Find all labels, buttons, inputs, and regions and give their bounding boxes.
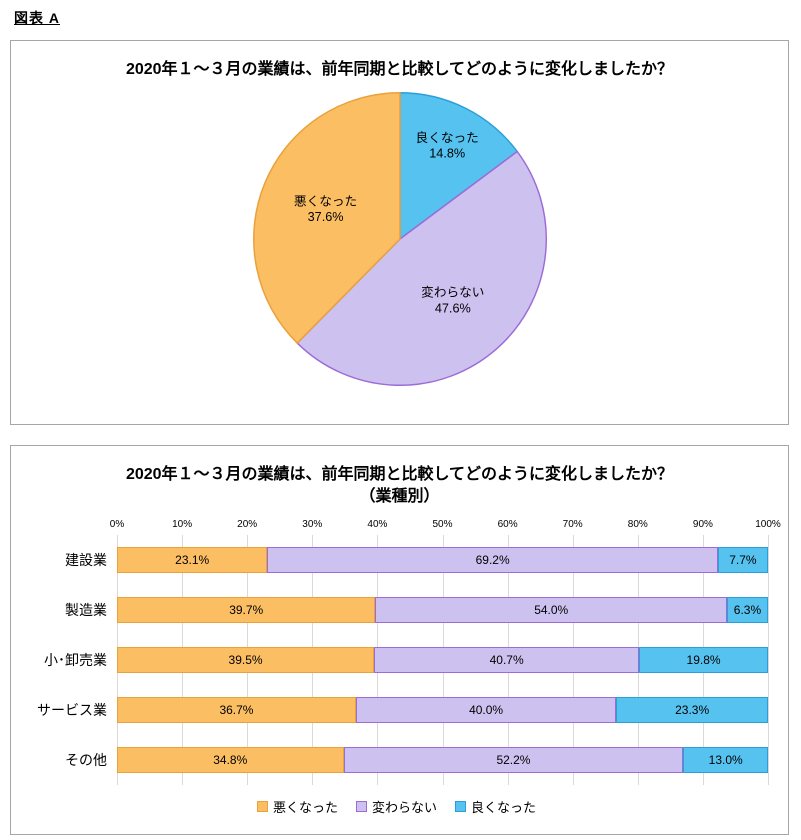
pie-slice-0 (398, 92, 518, 241)
bar-segment: 34.8% (117, 746, 344, 773)
axis-tick-label: 100% (755, 518, 781, 530)
bar-chart-body: 建設業 製造業 小･卸売業 サービス業 その他 23.1% 69.2% 7.7% 39.7% 5… (25, 534, 769, 785)
bar-row: 36.7% 40.0% 23.3% (117, 685, 768, 735)
pie-chart-svg: 良くなった 14.8% 変わらない 47.6% 悪くなった 37.6% (252, 92, 547, 387)
axis-tick-label: 0% (109, 518, 125, 530)
bar-category-label: 建設業 (65, 551, 107, 568)
legend-item: 悪くなった (256, 797, 338, 816)
bar-category-label: 製造業 (65, 601, 107, 618)
legend-swatch (455, 800, 466, 812)
x-axis: 0% 10% 20% 30% 40% 50% 60% 70% 80% 90% 100% (25, 518, 781, 535)
axis-tick-label: 70% (562, 518, 583, 530)
axis-tick-label: 90% (692, 518, 713, 530)
axis-spacer (25, 519, 117, 535)
axis-tick-label: 20% (237, 518, 258, 530)
bar-segment: 6.3% (726, 596, 768, 623)
bar-chart-subtitle: （業種別） (359, 488, 440, 506)
pie-chart: 良くなった 14.8% 変わらない 47.6% 悪くなった 37.6% (242, 83, 558, 395)
bar-segment: 39.5% (117, 646, 375, 673)
bar-category-label: サービス業 (37, 701, 107, 718)
bar-chart: 0% 10% 20% 30% 40% 50% 60% 70% 80% 90% 100% 建設業製造業… (25, 518, 781, 816)
axis-tick-label: 40% (367, 518, 388, 530)
bar-segment: 52.2% (343, 746, 684, 773)
bar-segment: 39.7% (117, 596, 376, 623)
axis-tick-label: 60% (497, 518, 518, 530)
legend-label: 良くなった (471, 799, 537, 815)
bar-segment: 19.8% (639, 646, 768, 673)
legend-item: 良くなった (455, 797, 536, 816)
axis-tick-label: 80% (627, 518, 648, 530)
bar-segment: 7.7% (717, 546, 768, 573)
legend-swatch (355, 800, 367, 812)
axis-tick-label: 50% (432, 518, 453, 530)
pie-slice-label: 変わらない 47.6% (421, 285, 484, 316)
bar-row: 39.5% 40.7% 19.8% (117, 635, 768, 685)
axis-tick-label: 30% (302, 518, 323, 530)
legend-item: 変わらない (355, 797, 437, 816)
legend-swatch (256, 800, 268, 812)
bar-chart-title: 2020年１～３月の業績は、前年同期と比較してどのように変化しましたか？ (125, 466, 674, 483)
x-axis-labels: 0% 10% 20% 30% 40% 50% 60% 70% 80% 90% 100% (110, 518, 781, 535)
bar-row: 23.1% 69.2% 7.7% (117, 535, 768, 585)
legend-label: 変わらない (371, 799, 437, 815)
bar-segment: 54.0% (375, 596, 727, 623)
pie-slice-label: 悪くなった 37.6% (293, 195, 356, 225)
pie-slice-1 (295, 150, 547, 387)
plot-area: 23.1% 69.2% 7.7% 39.7% 54.0% 6.3% 39.5% 40.7% 19… (117, 534, 769, 785)
pie-slice-label: 良くなった 14.8% (415, 130, 478, 161)
bar-segment: 36.7% (117, 696, 356, 723)
pie-chart-title: 2020年１～３月の業績は、前年同期と比較してどのように変化しましたか？ (125, 61, 674, 78)
bar-segment: 40.7% (374, 646, 640, 673)
gridline (768, 534, 769, 785)
legend-label: 悪くなった (272, 799, 338, 815)
bar-segment: 40.0% (355, 696, 617, 723)
bar-segment: 13.0% (683, 746, 768, 773)
legend: 悪くなった 変わらない 良くなった (25, 797, 768, 816)
pie-chart-panel: 2020年１～３月の業績は、前年同期と比較してどのように変化しましたか？ 良くな… (10, 40, 789, 425)
category-labels: 建設業製造業小･卸売業サービス業その他 (25, 535, 117, 785)
bar-chart-panel: 2020年１～３月の業績は、前年同期と比較してどのように変化しましたか？ （業種… (10, 445, 789, 835)
bar-row: 39.7% 54.0% 6.3% (117, 585, 768, 635)
bar-segment: 69.2% (267, 546, 718, 573)
bar-segment: 23.1% (117, 546, 268, 573)
bar-category-label: 小･卸売業 (44, 651, 107, 668)
bar-row: 34.8% 52.2% 13.0% (117, 735, 768, 785)
bar-category-label: その他 (65, 751, 107, 768)
pie-slice-2 (252, 92, 401, 345)
bar-segment: 23.3% (616, 696, 768, 723)
axis-tick-label: 10% (172, 518, 193, 530)
figure-label: 図表 A (14, 10, 60, 26)
